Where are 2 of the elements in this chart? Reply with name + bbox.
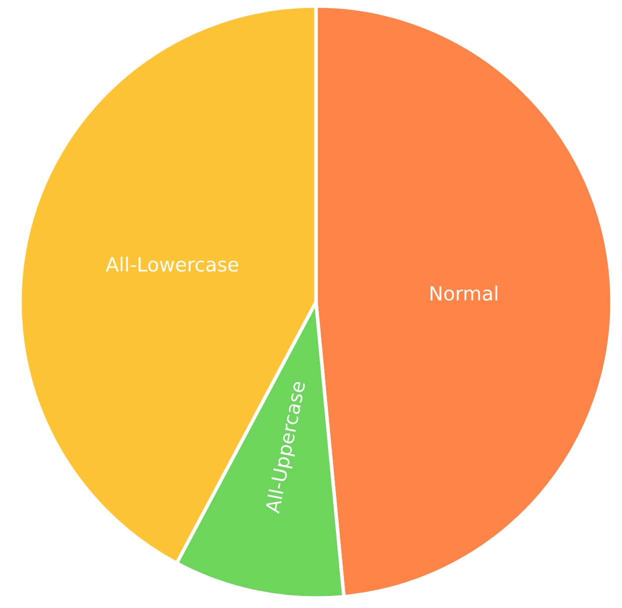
slice-label: Normal <box>430 286 498 301</box>
slice-label: All-Lowercase <box>106 256 238 272</box>
